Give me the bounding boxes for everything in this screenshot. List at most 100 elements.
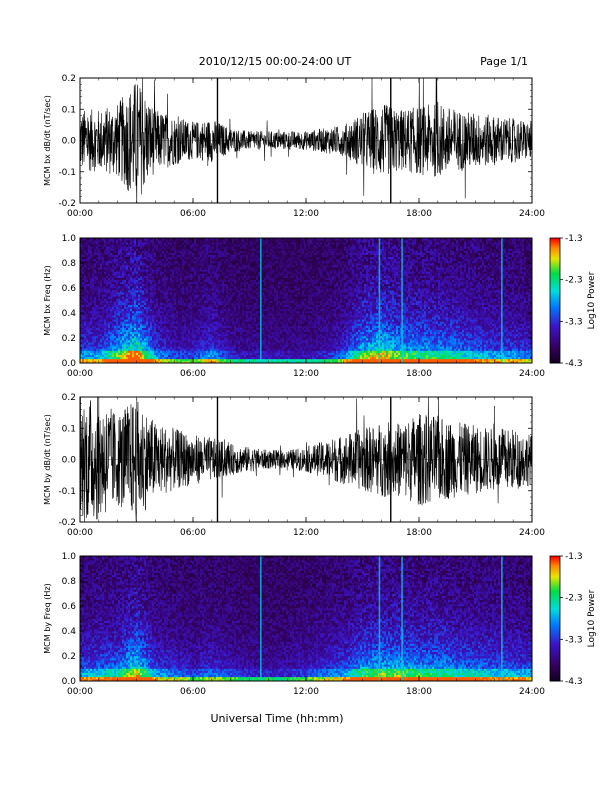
- spectro-cell: [146, 282, 148, 284]
- spectro-cell: [216, 280, 218, 282]
- spectro-cell: [154, 357, 156, 359]
- spectro-cell: [142, 359, 144, 361]
- spectro-cell: [170, 355, 172, 357]
- spectro-cell: [130, 269, 132, 271]
- spectro-cell: [94, 348, 96, 350]
- spectro-cell: [96, 346, 98, 348]
- spectro-cell: [194, 357, 196, 359]
- spectro-cell: [210, 273, 212, 275]
- spectro-cell: [110, 351, 112, 353]
- spectro-cell: [132, 351, 134, 353]
- spectro-cell: [146, 338, 148, 340]
- spectro-cell: [102, 290, 104, 292]
- spectro-cell: [106, 348, 108, 350]
- spectro-cell: [196, 253, 198, 255]
- spectro-cell: [166, 244, 168, 246]
- spectro-cell: [86, 265, 88, 267]
- spectro-cell: [178, 294, 180, 296]
- spectro-cell: [174, 269, 176, 271]
- spectro-cell: [84, 323, 86, 325]
- spectro-cell: [194, 255, 196, 257]
- spectro-cell: [154, 257, 156, 259]
- spectro-cell: [118, 284, 120, 286]
- spectro-cell: [206, 353, 208, 355]
- spectro-cell: [210, 288, 212, 290]
- spectro-cell: [232, 305, 234, 307]
- spectro-cell: [152, 284, 154, 286]
- spectro-cell: [230, 240, 232, 242]
- spectro-cell: [130, 342, 132, 344]
- spectro-cell: [216, 351, 218, 353]
- spectro-cell: [104, 340, 106, 342]
- spectro-cell: [82, 284, 84, 286]
- spectro-cell: [104, 311, 106, 313]
- spectro-cell: [204, 340, 206, 342]
- spectro-cell: [204, 240, 206, 242]
- spectro-cell: [218, 340, 220, 342]
- spectro-cell: [212, 244, 214, 246]
- spectro-cell: [222, 261, 224, 263]
- spectro-cell: [204, 271, 206, 273]
- spectro-cell: [90, 282, 92, 284]
- spectro-cell: [216, 273, 218, 275]
- spectro-cell: [102, 244, 104, 246]
- spectro-cell: [208, 359, 210, 361]
- spectro-cell: [86, 251, 88, 253]
- spectro-cell: [144, 251, 146, 253]
- spectro-cell: [186, 317, 188, 319]
- spectro-cell: [112, 288, 114, 290]
- spectro-cell: [214, 242, 216, 244]
- spectro-cell: [138, 267, 140, 269]
- spectro-cell: [196, 353, 198, 355]
- spectro-cell: [224, 359, 226, 361]
- spectro-cell: [196, 357, 198, 359]
- spectro-cell: [88, 311, 90, 313]
- spectro-cell: [116, 319, 118, 321]
- spectro-cell: [208, 284, 210, 286]
- spectro-cell: [130, 255, 132, 257]
- spectro-cell: [106, 261, 108, 263]
- spectro-cell: [160, 286, 162, 288]
- spectro-cell: [104, 265, 106, 267]
- spectro-cell: [218, 330, 220, 332]
- spectro-cell: [212, 263, 214, 265]
- spectro-cell: [114, 248, 116, 250]
- spectro-cell: [112, 248, 114, 250]
- spectro-cell: [86, 261, 88, 263]
- spectro-cell: [204, 357, 206, 359]
- spectro-cell: [96, 244, 98, 246]
- page-title: 2010/12/15 00:00-24:00 UT: [199, 55, 352, 68]
- spectro-cell: [198, 242, 200, 244]
- spectro-cell: [224, 357, 226, 359]
- spectro-cell: [88, 355, 90, 357]
- spectro-cell: [216, 336, 218, 338]
- spectro-cell: [128, 313, 130, 315]
- spectro-cell: [144, 359, 146, 361]
- spectro-cell: [88, 336, 90, 338]
- spectro-cell: [144, 276, 146, 278]
- spectro-cell: [188, 290, 190, 292]
- spectro-cell: [216, 328, 218, 330]
- spectro-cell: [204, 294, 206, 296]
- spectro-cell: [120, 301, 122, 303]
- spectro-cell: [128, 323, 130, 325]
- spectro-cell: [184, 257, 186, 259]
- spectro-cell: [224, 355, 226, 357]
- spectro-cell: [178, 311, 180, 313]
- spectro-cell: [230, 353, 232, 355]
- spectro-cell: [102, 294, 104, 296]
- spectro-cell: [214, 311, 216, 313]
- spectro-cell: [168, 263, 170, 265]
- spectro-cell: [152, 351, 154, 353]
- spectro-cell: [94, 330, 96, 332]
- spectro-cell: [228, 330, 230, 332]
- spectro-cell: [194, 263, 196, 265]
- spectro-cell: [236, 317, 238, 319]
- spectro-cell: [196, 315, 198, 317]
- spectro-cell: [108, 276, 110, 278]
- spectro-cell: [158, 328, 160, 330]
- spectro-cell: [166, 276, 168, 278]
- spectro-cell: [114, 336, 116, 338]
- spectro-cell: [180, 253, 182, 255]
- spectro-cell: [228, 332, 230, 334]
